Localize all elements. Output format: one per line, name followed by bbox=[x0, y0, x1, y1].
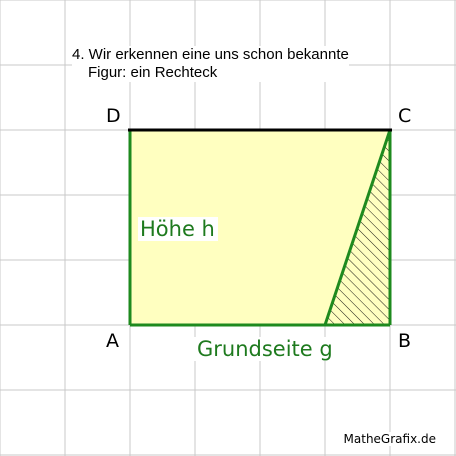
vertex-label-b: B bbox=[398, 330, 412, 352]
parallelogram-edge bbox=[323, 129, 392, 326]
base-label: Grundseite g bbox=[194, 337, 336, 361]
instruction-line-1: 4. Wir erkennen eine uns schon bekannte bbox=[72, 46, 349, 63]
instruction-line-2: Figur: ein Rechteck bbox=[88, 64, 218, 81]
vertex-label-d: D bbox=[106, 105, 121, 127]
vertex-label-a: A bbox=[106, 330, 119, 352]
height-label: Höhe h bbox=[138, 217, 218, 241]
credit-text: MatheGrafix.de bbox=[343, 432, 436, 446]
vertex-label-c: C bbox=[398, 105, 412, 127]
instruction-text: 4. Wir erkennen eine uns schon bekannte … bbox=[72, 46, 349, 82]
